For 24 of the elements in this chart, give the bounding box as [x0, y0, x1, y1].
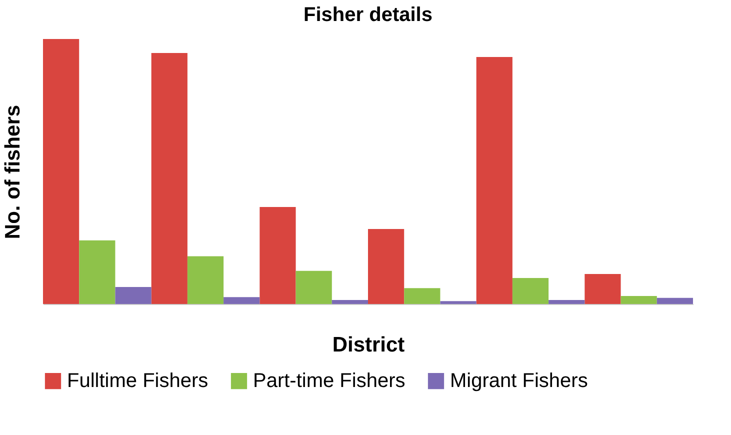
bar: [440, 301, 476, 304]
bar: [404, 288, 440, 304]
bar: [620, 296, 657, 304]
bar: [548, 300, 585, 304]
chart-title: Fisher details: [304, 4, 432, 26]
bar: [224, 297, 260, 304]
bar: [512, 278, 549, 304]
bar: [43, 39, 80, 304]
bar: [332, 300, 368, 304]
bar: [115, 287, 152, 304]
x-axis-title: District: [332, 334, 405, 356]
bar: [187, 256, 224, 304]
bar: [584, 274, 621, 304]
bar: [476, 57, 512, 304]
bar: [296, 270, 332, 304]
y-axis-title: No. of fishers: [2, 104, 24, 240]
bar: [151, 53, 188, 304]
bar: [368, 229, 404, 304]
legend-label: Migrant Fishers: [450, 370, 588, 392]
bar: [260, 207, 296, 304]
bar: [79, 240, 116, 304]
bar: [656, 298, 693, 304]
legend-label: Part-time Fishers: [253, 370, 406, 392]
legend-label: Fulltime Fishers: [67, 370, 208, 392]
